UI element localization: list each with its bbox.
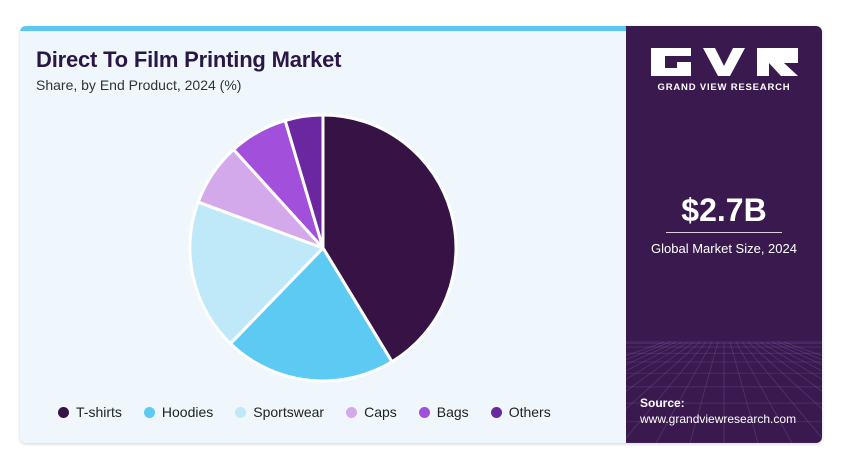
legend-swatch <box>235 406 247 418</box>
legend-swatch <box>490 406 502 418</box>
source-label: Source: <box>640 396 685 410</box>
legend-item-others: Others <box>490 404 551 420</box>
market-size-value: $2.7B <box>681 192 767 228</box>
grand-view-research-logo <box>651 48 798 76</box>
chart-panel: Direct To Film Printing Market Share, by… <box>20 26 626 443</box>
market-size-label: Global Market Size, 2024 <box>651 241 797 256</box>
source-url: www.grandviewresearch.com <box>640 412 797 426</box>
legend-swatch <box>418 406 430 418</box>
chart-card: Direct To Film Printing Market Share, by… <box>20 26 822 443</box>
legend-label: Caps <box>364 404 397 420</box>
legend-label: Bags <box>436 404 469 420</box>
legend-item-t-shirts: T-shirts <box>58 404 122 420</box>
legend-label: Sportswear <box>253 404 325 420</box>
divider <box>666 232 782 233</box>
legend-item-sportswear: Sportswear <box>235 404 324 420</box>
legend-item-caps: Caps <box>346 404 397 420</box>
chart-subtitle: Share, by End Product, 2024 (%) <box>36 77 242 93</box>
pie-slice-sportswear <box>188 200 325 346</box>
legend-label: Others <box>508 404 551 420</box>
legend-label: T-shirts <box>76 404 122 420</box>
chart-title: Direct To Film Printing Market <box>36 47 342 72</box>
legend-label: Hoodies <box>161 404 214 420</box>
decorative-grid <box>626 341 822 443</box>
legend-swatch <box>58 406 69 418</box>
brand-name: GRAND VIEW RESEARCH <box>657 82 791 93</box>
top-accent-bar <box>20 26 626 31</box>
info-sidebar: GRAND VIEW RESEARCH $2.7B Global Market … <box>626 26 822 443</box>
legend-swatch <box>346 406 358 418</box>
legend-item-hoodies: Hoodies <box>143 404 214 420</box>
pie-slice-hoodies <box>228 246 394 383</box>
pie-slice-others <box>283 113 325 250</box>
chart-legend: T-shirts Hoodies Sportswear Caps Bags Others <box>58 404 573 420</box>
legend-item-bags: Bags <box>418 404 469 420</box>
legend-swatch <box>143 406 155 418</box>
pie-chart <box>188 113 458 383</box>
